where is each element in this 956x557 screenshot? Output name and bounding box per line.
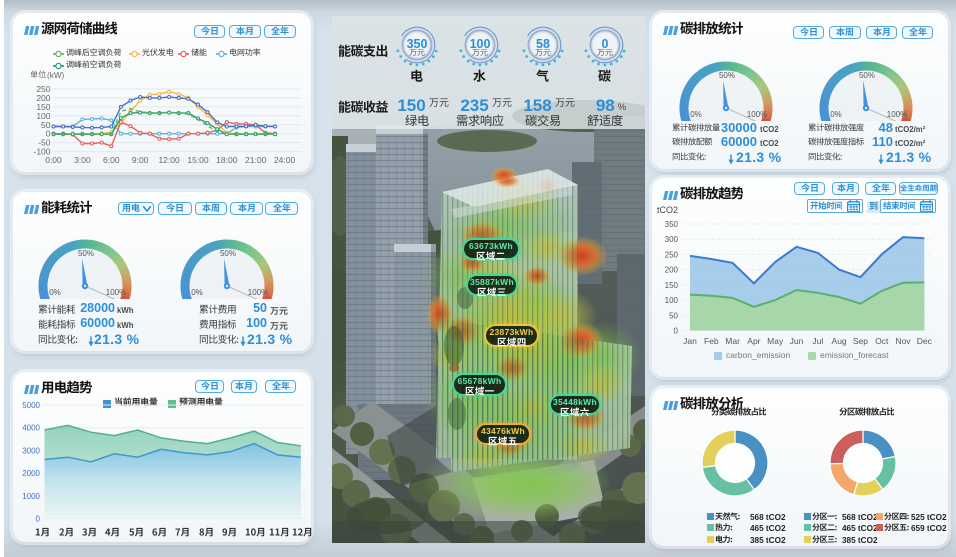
svg-text:300: 300 (665, 235, 679, 244)
svg-text:Jan: Jan (683, 336, 697, 346)
svg-text:250: 250 (36, 84, 50, 94)
svg-text:350: 350 (407, 37, 428, 51)
svg-text:350: 350 (665, 220, 679, 229)
svg-text:0%: 0% (690, 110, 702, 119)
svg-text:Apr: Apr (747, 336, 760, 346)
svg-text:6:00: 6:00 (103, 155, 120, 165)
svg-text:15:00: 15:00 (187, 155, 209, 165)
svg-text:Jun: Jun (790, 336, 804, 346)
svg-text:5000: 5000 (22, 401, 40, 410)
svg-text:100%: 100% (747, 110, 767, 119)
svg-text:50%: 50% (78, 249, 94, 258)
svg-text:100%: 100% (106, 288, 126, 297)
svg-text:Nov: Nov (895, 336, 911, 346)
svg-text:100: 100 (36, 111, 50, 121)
svg-text:0%: 0% (191, 288, 203, 297)
svg-text:150: 150 (36, 102, 50, 112)
svg-text:Sep: Sep (853, 336, 868, 346)
svg-text:21:00: 21:00 (245, 155, 267, 165)
svg-text:24:00: 24:00 (274, 155, 296, 165)
svg-text:4000: 4000 (22, 424, 40, 433)
svg-text:50%: 50% (859, 71, 875, 80)
svg-text:250: 250 (665, 250, 679, 259)
svg-text:0: 0 (674, 327, 679, 336)
svg-text:3000: 3000 (22, 446, 40, 455)
svg-text:50%: 50% (719, 71, 735, 80)
svg-text:-100: -100 (33, 147, 50, 157)
svg-text:150: 150 (665, 281, 679, 290)
svg-text:3:00: 3:00 (74, 155, 91, 165)
svg-text:2000: 2000 (22, 469, 40, 478)
svg-text:Aug: Aug (832, 336, 847, 346)
svg-text:58: 58 (536, 37, 550, 51)
svg-text:9:00: 9:00 (132, 155, 149, 165)
svg-text:200: 200 (36, 93, 50, 103)
svg-text:Feb: Feb (704, 336, 719, 346)
svg-text:100: 100 (470, 37, 491, 51)
svg-text:50: 50 (41, 120, 51, 130)
svg-text:100%: 100% (248, 288, 268, 297)
svg-text:100: 100 (665, 296, 679, 305)
svg-text:200: 200 (665, 266, 679, 275)
svg-text:1000: 1000 (22, 492, 40, 501)
svg-text:0: 0 (46, 129, 51, 139)
svg-text:0: 0 (602, 37, 609, 51)
svg-text:12:00: 12:00 (158, 155, 180, 165)
svg-text:Oct: Oct (875, 336, 889, 346)
svg-text:50%: 50% (220, 249, 236, 258)
svg-text:-50: -50 (38, 138, 51, 148)
svg-text:100%: 100% (887, 110, 907, 119)
svg-text:May: May (767, 336, 784, 346)
svg-text:Jul: Jul (812, 336, 823, 346)
svg-text:18:00: 18:00 (216, 155, 238, 165)
svg-text:50: 50 (669, 311, 678, 320)
svg-text:0%: 0% (830, 110, 842, 119)
svg-text:Mar: Mar (725, 336, 740, 346)
svg-text:0%: 0% (49, 288, 61, 297)
svg-text:0:00: 0:00 (45, 155, 62, 165)
svg-text:Dec: Dec (917, 336, 933, 346)
svg-text:0: 0 (36, 515, 41, 524)
